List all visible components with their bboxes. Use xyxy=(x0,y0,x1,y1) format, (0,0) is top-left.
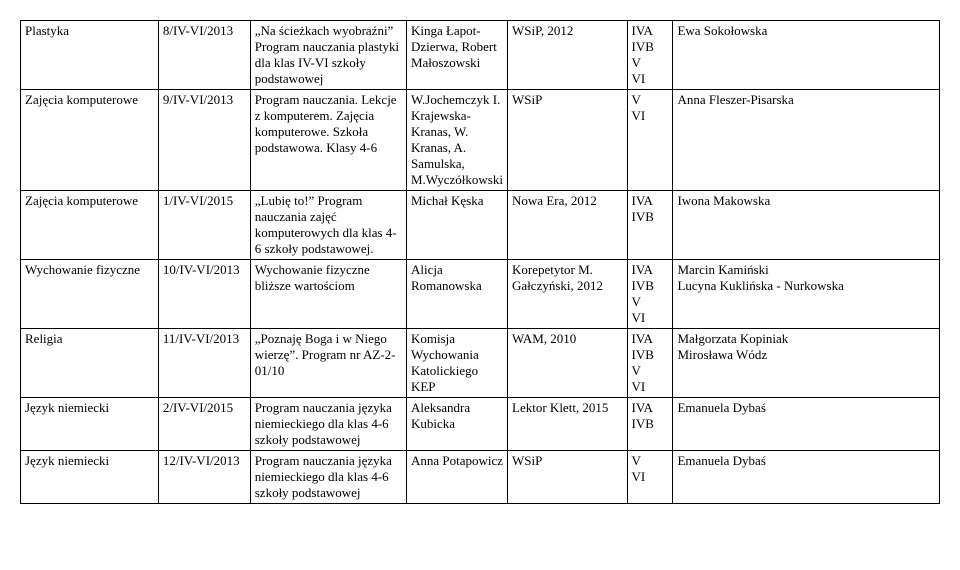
cell-authors: Komisja Wychowania Katolickiego KEP xyxy=(406,329,507,398)
cell-groups: IVA IVB V VI xyxy=(627,329,673,398)
cell-code: 8/IV-VI/2013 xyxy=(158,21,250,90)
cell-authors: Michał Kęska xyxy=(406,191,507,260)
cell-program: Program nauczania języka niemieckiego dl… xyxy=(250,398,406,451)
cell-code: 12/IV-VI/2013 xyxy=(158,451,250,504)
cell-publisher: WSiP xyxy=(508,451,627,504)
cell-authors: Aleksandra Kubicka xyxy=(406,398,507,451)
cell-teacher: Emanuela Dybaś xyxy=(673,451,940,504)
cell-publisher: WSiP xyxy=(508,90,627,191)
cell-teacher: Marcin Kamiński Lucyna Kuklińska - Nurko… xyxy=(673,260,940,329)
table-row: Język niemiecki 2/IV-VI/2015 Program nau… xyxy=(21,398,940,451)
cell-publisher: Korepetytor M. Gałczyński, 2012 xyxy=(508,260,627,329)
table-row: Religia 11/IV-VI/2013 „Poznaję Boga i w … xyxy=(21,329,940,398)
cell-program: Program nauczania. Lekcje z komputerem. … xyxy=(250,90,406,191)
cell-code: 2/IV-VI/2015 xyxy=(158,398,250,451)
cell-publisher: Nowa Era, 2012 xyxy=(508,191,627,260)
cell-authors: W.Jochemczyk I. Krajewska-Kranas, W. Kra… xyxy=(406,90,507,191)
cell-code: 1/IV-VI/2015 xyxy=(158,191,250,260)
cell-groups: V VI xyxy=(627,451,673,504)
cell-code: 11/IV-VI/2013 xyxy=(158,329,250,398)
cell-program: „Poznaję Boga i w Niego wierzę”. Program… xyxy=(250,329,406,398)
cell-code: 10/IV-VI/2013 xyxy=(158,260,250,329)
curriculum-table: Plastyka 8/IV-VI/2013 „Na ścieżkach wyob… xyxy=(20,20,940,504)
cell-authors: Alicja Romanowska xyxy=(406,260,507,329)
cell-groups: IVA IVB V VI xyxy=(627,21,673,90)
table-row: Wychowanie fizyczne 10/IV-VI/2013 Wychow… xyxy=(21,260,940,329)
cell-subject: Język niemiecki xyxy=(21,398,159,451)
table-row: Zajęcia komputerowe 1/IV-VI/2015 „Lubię … xyxy=(21,191,940,260)
cell-publisher: WAM, 2010 xyxy=(508,329,627,398)
table-row: Zajęcia komputerowe 9/IV-VI/2013 Program… xyxy=(21,90,940,191)
table-body: Plastyka 8/IV-VI/2013 „Na ścieżkach wyob… xyxy=(21,21,940,504)
cell-program: Program nauczania języka niemieckiego dl… xyxy=(250,451,406,504)
cell-subject: Plastyka xyxy=(21,21,159,90)
cell-teacher: Ewa Sokołowska xyxy=(673,21,940,90)
cell-program: „Lubię to!” Program nauczania zajęć komp… xyxy=(250,191,406,260)
cell-groups: V VI xyxy=(627,90,673,191)
cell-teacher: Emanuela Dybaś xyxy=(673,398,940,451)
cell-publisher: Lektor Klett, 2015 xyxy=(508,398,627,451)
cell-publisher: WSiP, 2012 xyxy=(508,21,627,90)
cell-groups: IVA IVB xyxy=(627,398,673,451)
cell-subject: Zajęcia komputerowe xyxy=(21,90,159,191)
table-row: Język niemiecki 12/IV-VI/2013 Program na… xyxy=(21,451,940,504)
cell-groups: IVA IVB xyxy=(627,191,673,260)
cell-program: Wychowanie fizyczne bliższe wartościom xyxy=(250,260,406,329)
cell-authors: Anna Potapowicz xyxy=(406,451,507,504)
cell-groups: IVA IVB V VI xyxy=(627,260,673,329)
cell-teacher: Małgorzata Kopiniak Mirosława Wódz xyxy=(673,329,940,398)
cell-subject: Wychowanie fizyczne xyxy=(21,260,159,329)
cell-program: „Na ścieżkach wyobraźni” Program nauczan… xyxy=(250,21,406,90)
cell-code: 9/IV-VI/2013 xyxy=(158,90,250,191)
cell-subject: Zajęcia komputerowe xyxy=(21,191,159,260)
cell-authors: Kinga Łapot-Dzierwa, Robert Małoszowski xyxy=(406,21,507,90)
cell-teacher: Iwona Makowska xyxy=(673,191,940,260)
table-row: Plastyka 8/IV-VI/2013 „Na ścieżkach wyob… xyxy=(21,21,940,90)
cell-subject: Religia xyxy=(21,329,159,398)
cell-subject: Język niemiecki xyxy=(21,451,159,504)
cell-teacher: Anna Fleszer-Pisarska xyxy=(673,90,940,191)
